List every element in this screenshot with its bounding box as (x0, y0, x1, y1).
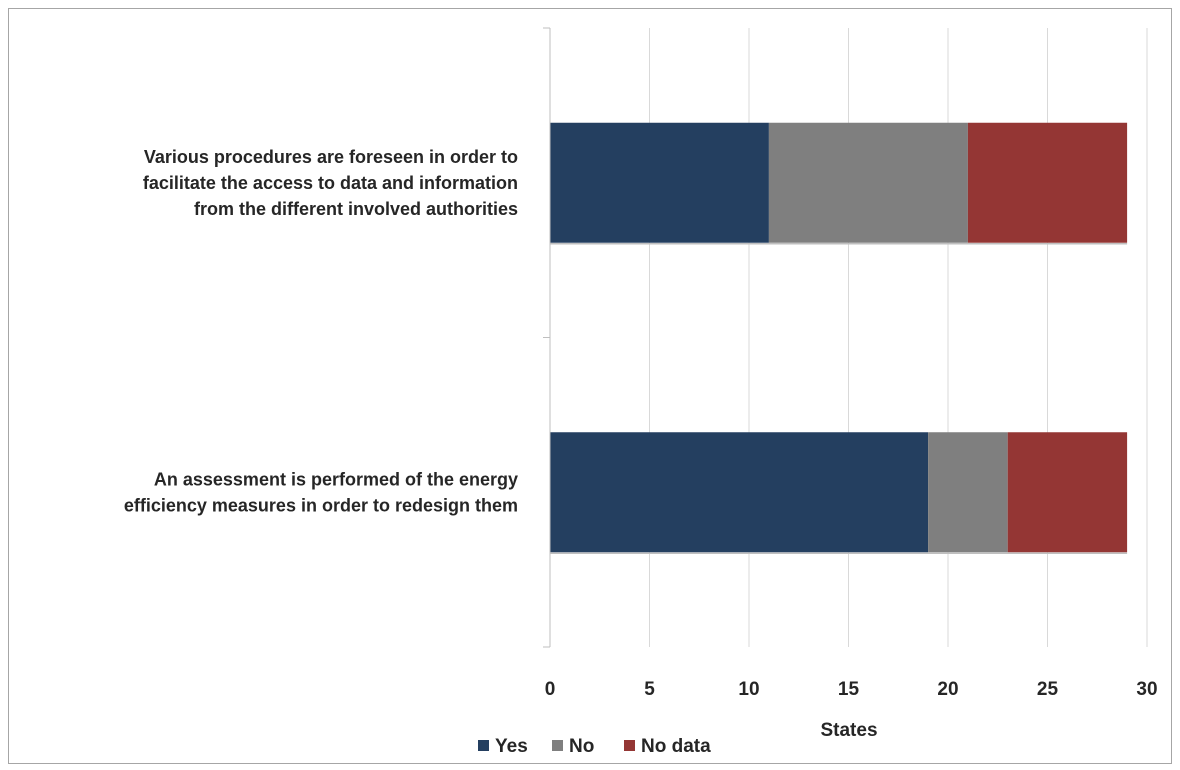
x-tick-label: 0 (545, 679, 556, 700)
gridlines (649, 28, 1148, 647)
legend-swatch (478, 740, 489, 751)
bar-no-data (1007, 432, 1128, 553)
category-label-line: facilitate the access to data and inform… (143, 173, 518, 193)
category-label: Various procedures are foreseen in order… (143, 147, 518, 219)
x-tick-label: 20 (937, 679, 958, 700)
y-axis (543, 27, 551, 648)
x-tick-label: 30 (1136, 679, 1157, 700)
category-label-line: efficiency measures in order to redesign… (124, 495, 518, 515)
legend-label: No (569, 736, 594, 757)
bar-yes (550, 432, 929, 553)
legend-swatch (552, 740, 563, 751)
category-label: An assessment is performed of the energy… (124, 469, 518, 515)
legend: Yes No No data (478, 736, 711, 757)
x-tick-labels: 0 5 10 15 20 25 30 (545, 679, 1158, 700)
bars (550, 122, 1128, 554)
bar-no-data (967, 122, 1128, 243)
bar-no (928, 432, 1008, 553)
category-label-line: Various procedures are foreseen in order… (144, 147, 518, 167)
x-tick-label: 15 (838, 679, 860, 700)
legend-label: No data (641, 736, 711, 757)
x-tick-label: 10 (738, 679, 759, 700)
category-label-line: from the different involved authorities (194, 199, 518, 219)
bar-yes (550, 122, 769, 243)
x-axis-title: States (820, 720, 877, 741)
bar-no (768, 122, 968, 243)
x-tick-label: 5 (644, 679, 655, 700)
legend-swatch (624, 740, 635, 751)
x-tick-label: 25 (1037, 679, 1059, 700)
category-labels: Various procedures are foreseen in order… (124, 147, 518, 516)
legend-label: Yes (495, 736, 528, 757)
category-label-line: An assessment is performed of the energy (154, 469, 518, 489)
